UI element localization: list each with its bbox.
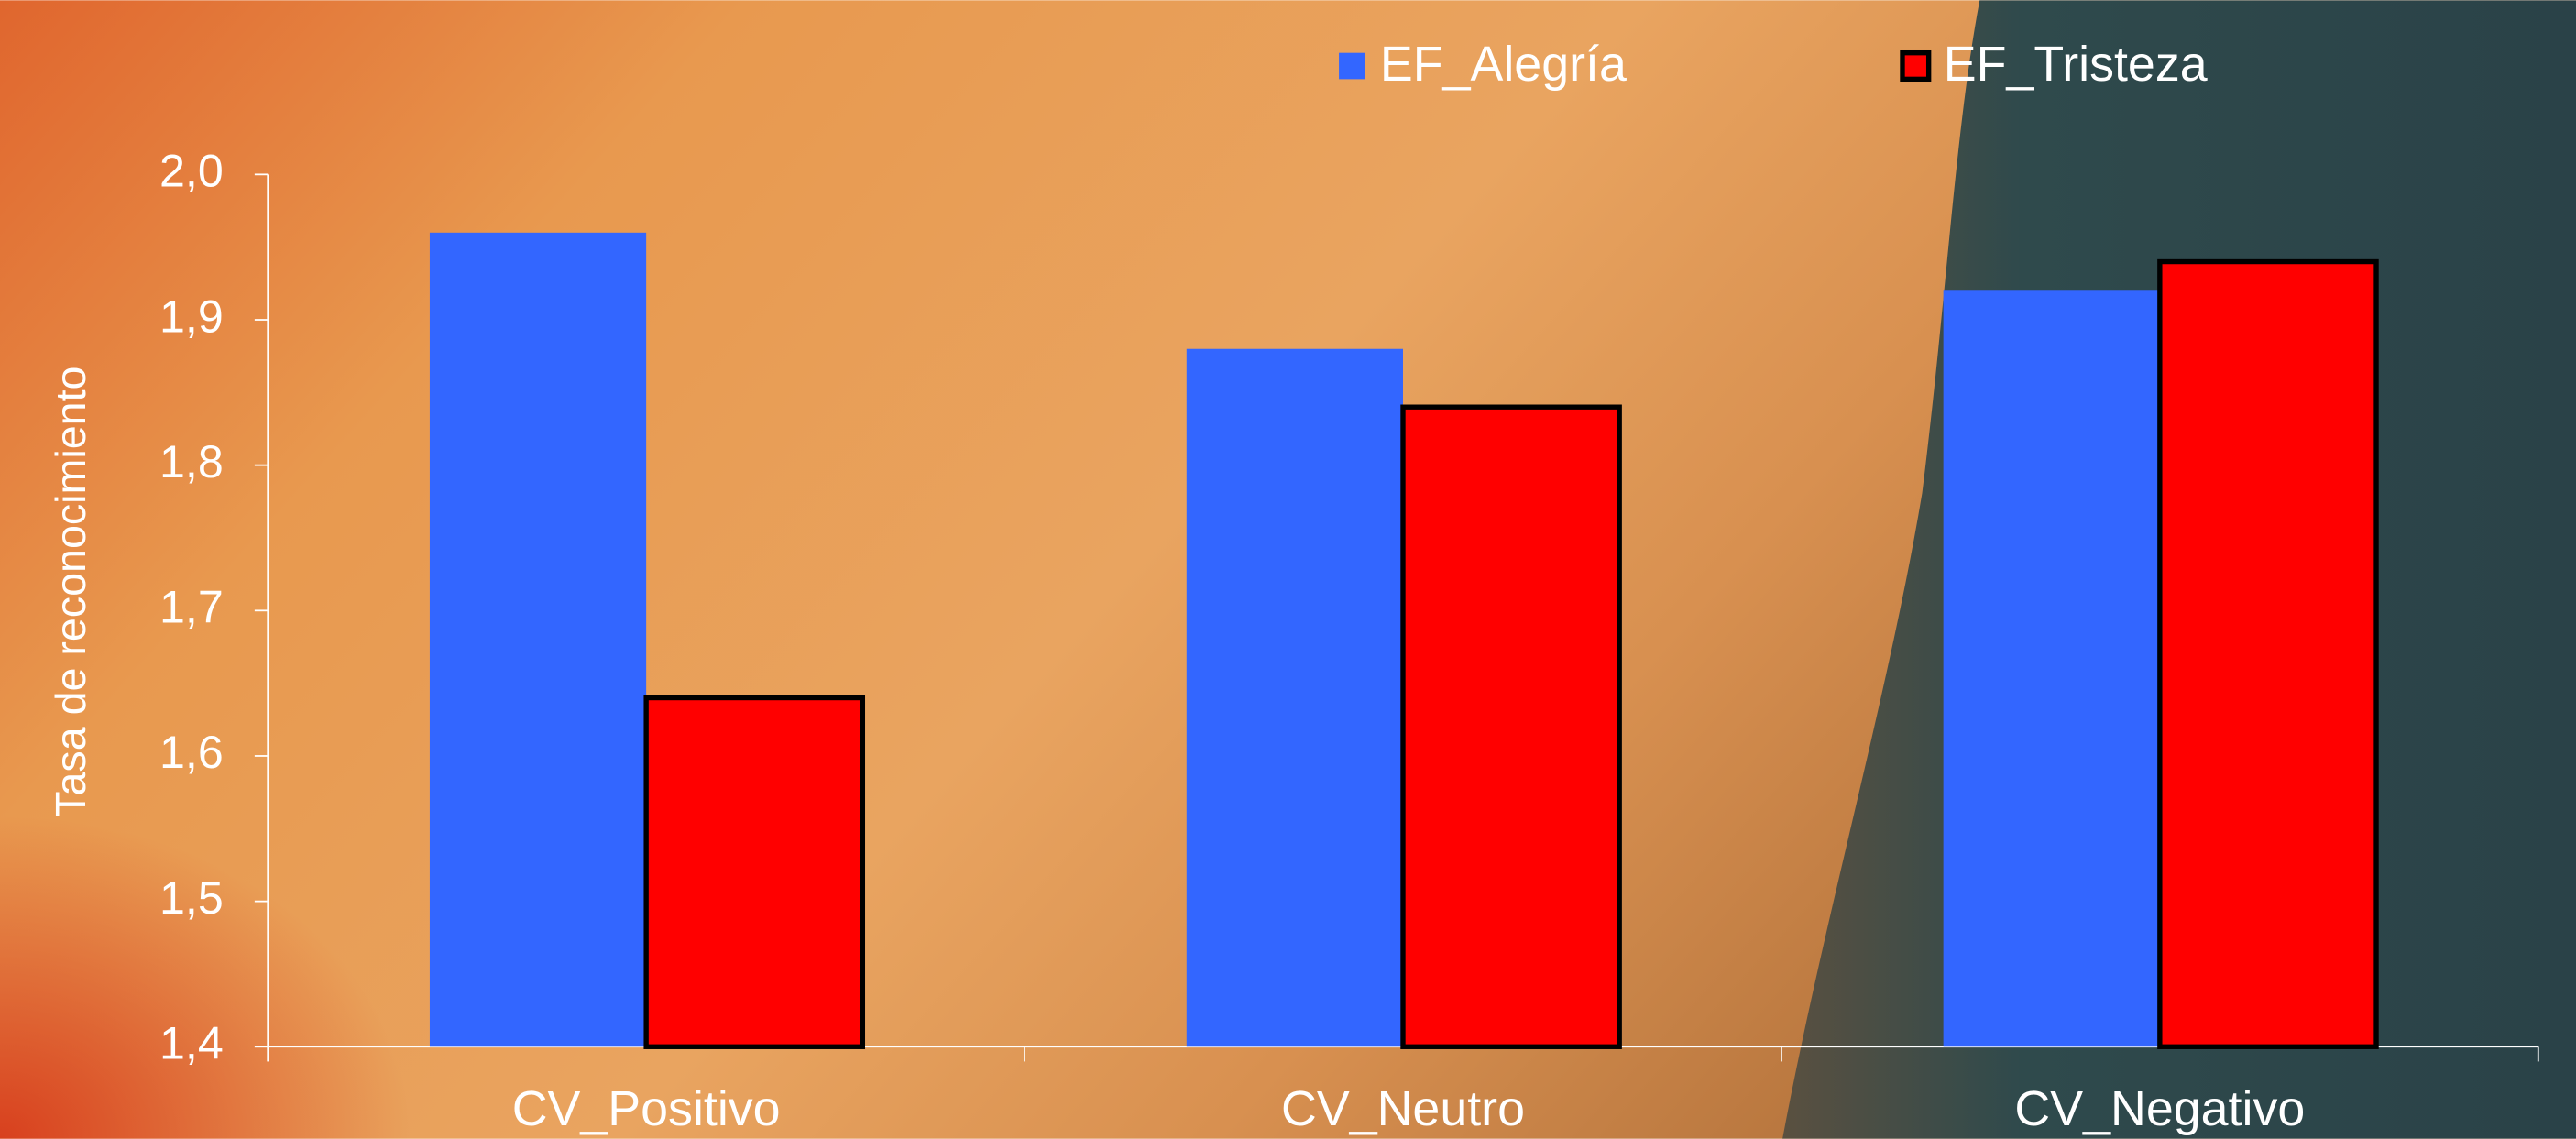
y-tick-label: 1,5 [159, 872, 224, 924]
bar [1403, 407, 1619, 1046]
legend-swatch [1902, 53, 1929, 80]
x-tick-label: CV_Neutro [1281, 1081, 1525, 1136]
bar [1187, 349, 1403, 1047]
y-tick-label: 1,8 [159, 436, 224, 487]
y-tick-label: 1,6 [159, 727, 224, 778]
bar [1944, 290, 2160, 1046]
y-tick-label: 1,9 [159, 290, 224, 342]
x-tick-label: CV_Negativo [2014, 1081, 2305, 1136]
legend-label: EF_Alegría [1380, 37, 1627, 92]
legend-label: EF_Tristeza [1944, 37, 2208, 92]
chart: Tasa de reconocimiento 1,4 1,5 1,6 1,7 1,8 1,… [0, 0, 2576, 1139]
legend-swatch [1339, 53, 1365, 80]
x-tick-label: CV_Positivo [512, 1081, 781, 1136]
y-tick-label: 2,0 [159, 146, 224, 197]
y-tick-label: 1,7 [159, 582, 224, 633]
bar [430, 233, 646, 1046]
y-tick-label: 1,4 [159, 1018, 224, 1069]
y-axis-label: Tasa de reconocimiento [47, 367, 94, 817]
bar [2160, 262, 2376, 1047]
bar [646, 698, 862, 1047]
page: {"chart_data": {"type": "bar", "y_label"… [0, 0, 2576, 1139]
